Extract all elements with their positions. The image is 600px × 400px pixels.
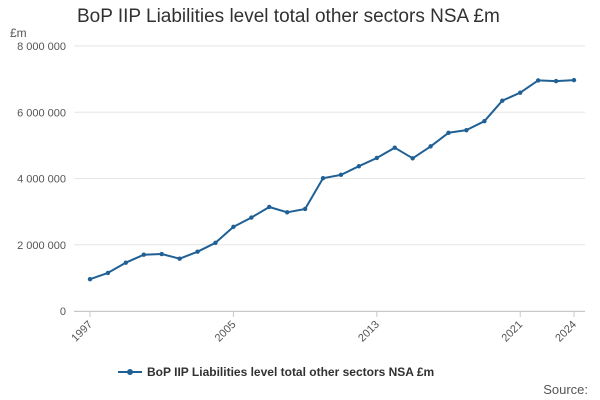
data-point[interactable]	[320, 175, 326, 181]
data-point[interactable]	[374, 155, 380, 161]
data-point[interactable]	[553, 78, 559, 84]
y-tick-label: 0	[60, 306, 66, 318]
data-point[interactable]	[500, 98, 505, 103]
y-axis-label: £m	[10, 26, 27, 40]
data-point[interactable]	[159, 251, 164, 257]
y-tick-label: 6 000 000	[17, 107, 66, 119]
data-point[interactable]	[141, 252, 146, 257]
data-point[interactable]	[302, 206, 308, 212]
data-point[interactable]	[213, 240, 218, 245]
data-point[interactable]	[123, 260, 129, 265]
gridlines	[74, 45, 585, 312]
chart-title: BoP IIP Liabilities level total other se…	[77, 6, 500, 27]
data-point[interactable]	[518, 90, 523, 95]
data-point[interactable]	[267, 204, 272, 210]
x-tick-label: 2021	[500, 319, 526, 345]
data-point[interactable]	[231, 224, 236, 230]
x-axis-ticks: 1997 2005 2013 2021 2024	[69, 311, 579, 344]
data-point[interactable]	[428, 144, 433, 149]
data-point[interactable]	[446, 130, 451, 135]
y-axis-ticks: 0 2 000 000 4 000 000 6 000 000 8 000 000	[17, 41, 66, 318]
data-point[interactable]	[356, 164, 362, 169]
x-tick-label: 2024	[553, 319, 579, 345]
data-point[interactable]	[105, 270, 111, 276]
data-point[interactable]	[482, 118, 487, 124]
data-point[interactable]	[535, 78, 541, 83]
data-point[interactable]	[392, 145, 397, 150]
series-layer	[87, 77, 577, 282]
x-tick-label: 2013	[356, 319, 382, 345]
data-point[interactable]	[195, 249, 200, 254]
legend: BoP IIP Liabilities level total other se…	[118, 365, 434, 379]
data-point[interactable]	[571, 77, 577, 83]
y-tick-label: 2 000 000	[17, 240, 66, 252]
data-point[interactable]	[338, 172, 344, 178]
data-point[interactable]	[284, 210, 290, 215]
legend-label: BoP IIP Liabilities level total other se…	[147, 365, 435, 379]
source-label: Source:	[543, 382, 588, 397]
data-point[interactable]	[249, 215, 254, 220]
series-line	[89, 79, 575, 281]
data-point[interactable]	[464, 127, 469, 133]
y-tick-label: 4 000 000	[17, 174, 66, 186]
data-point[interactable]	[410, 156, 415, 161]
x-tick-label: 2005	[213, 319, 239, 345]
data-point[interactable]	[87, 277, 93, 282]
legend-swatch	[118, 367, 142, 377]
x-tick-label: 1997	[69, 319, 95, 345]
data-point[interactable]	[177, 256, 182, 261]
y-tick-label: 8 000 000	[17, 41, 66, 53]
